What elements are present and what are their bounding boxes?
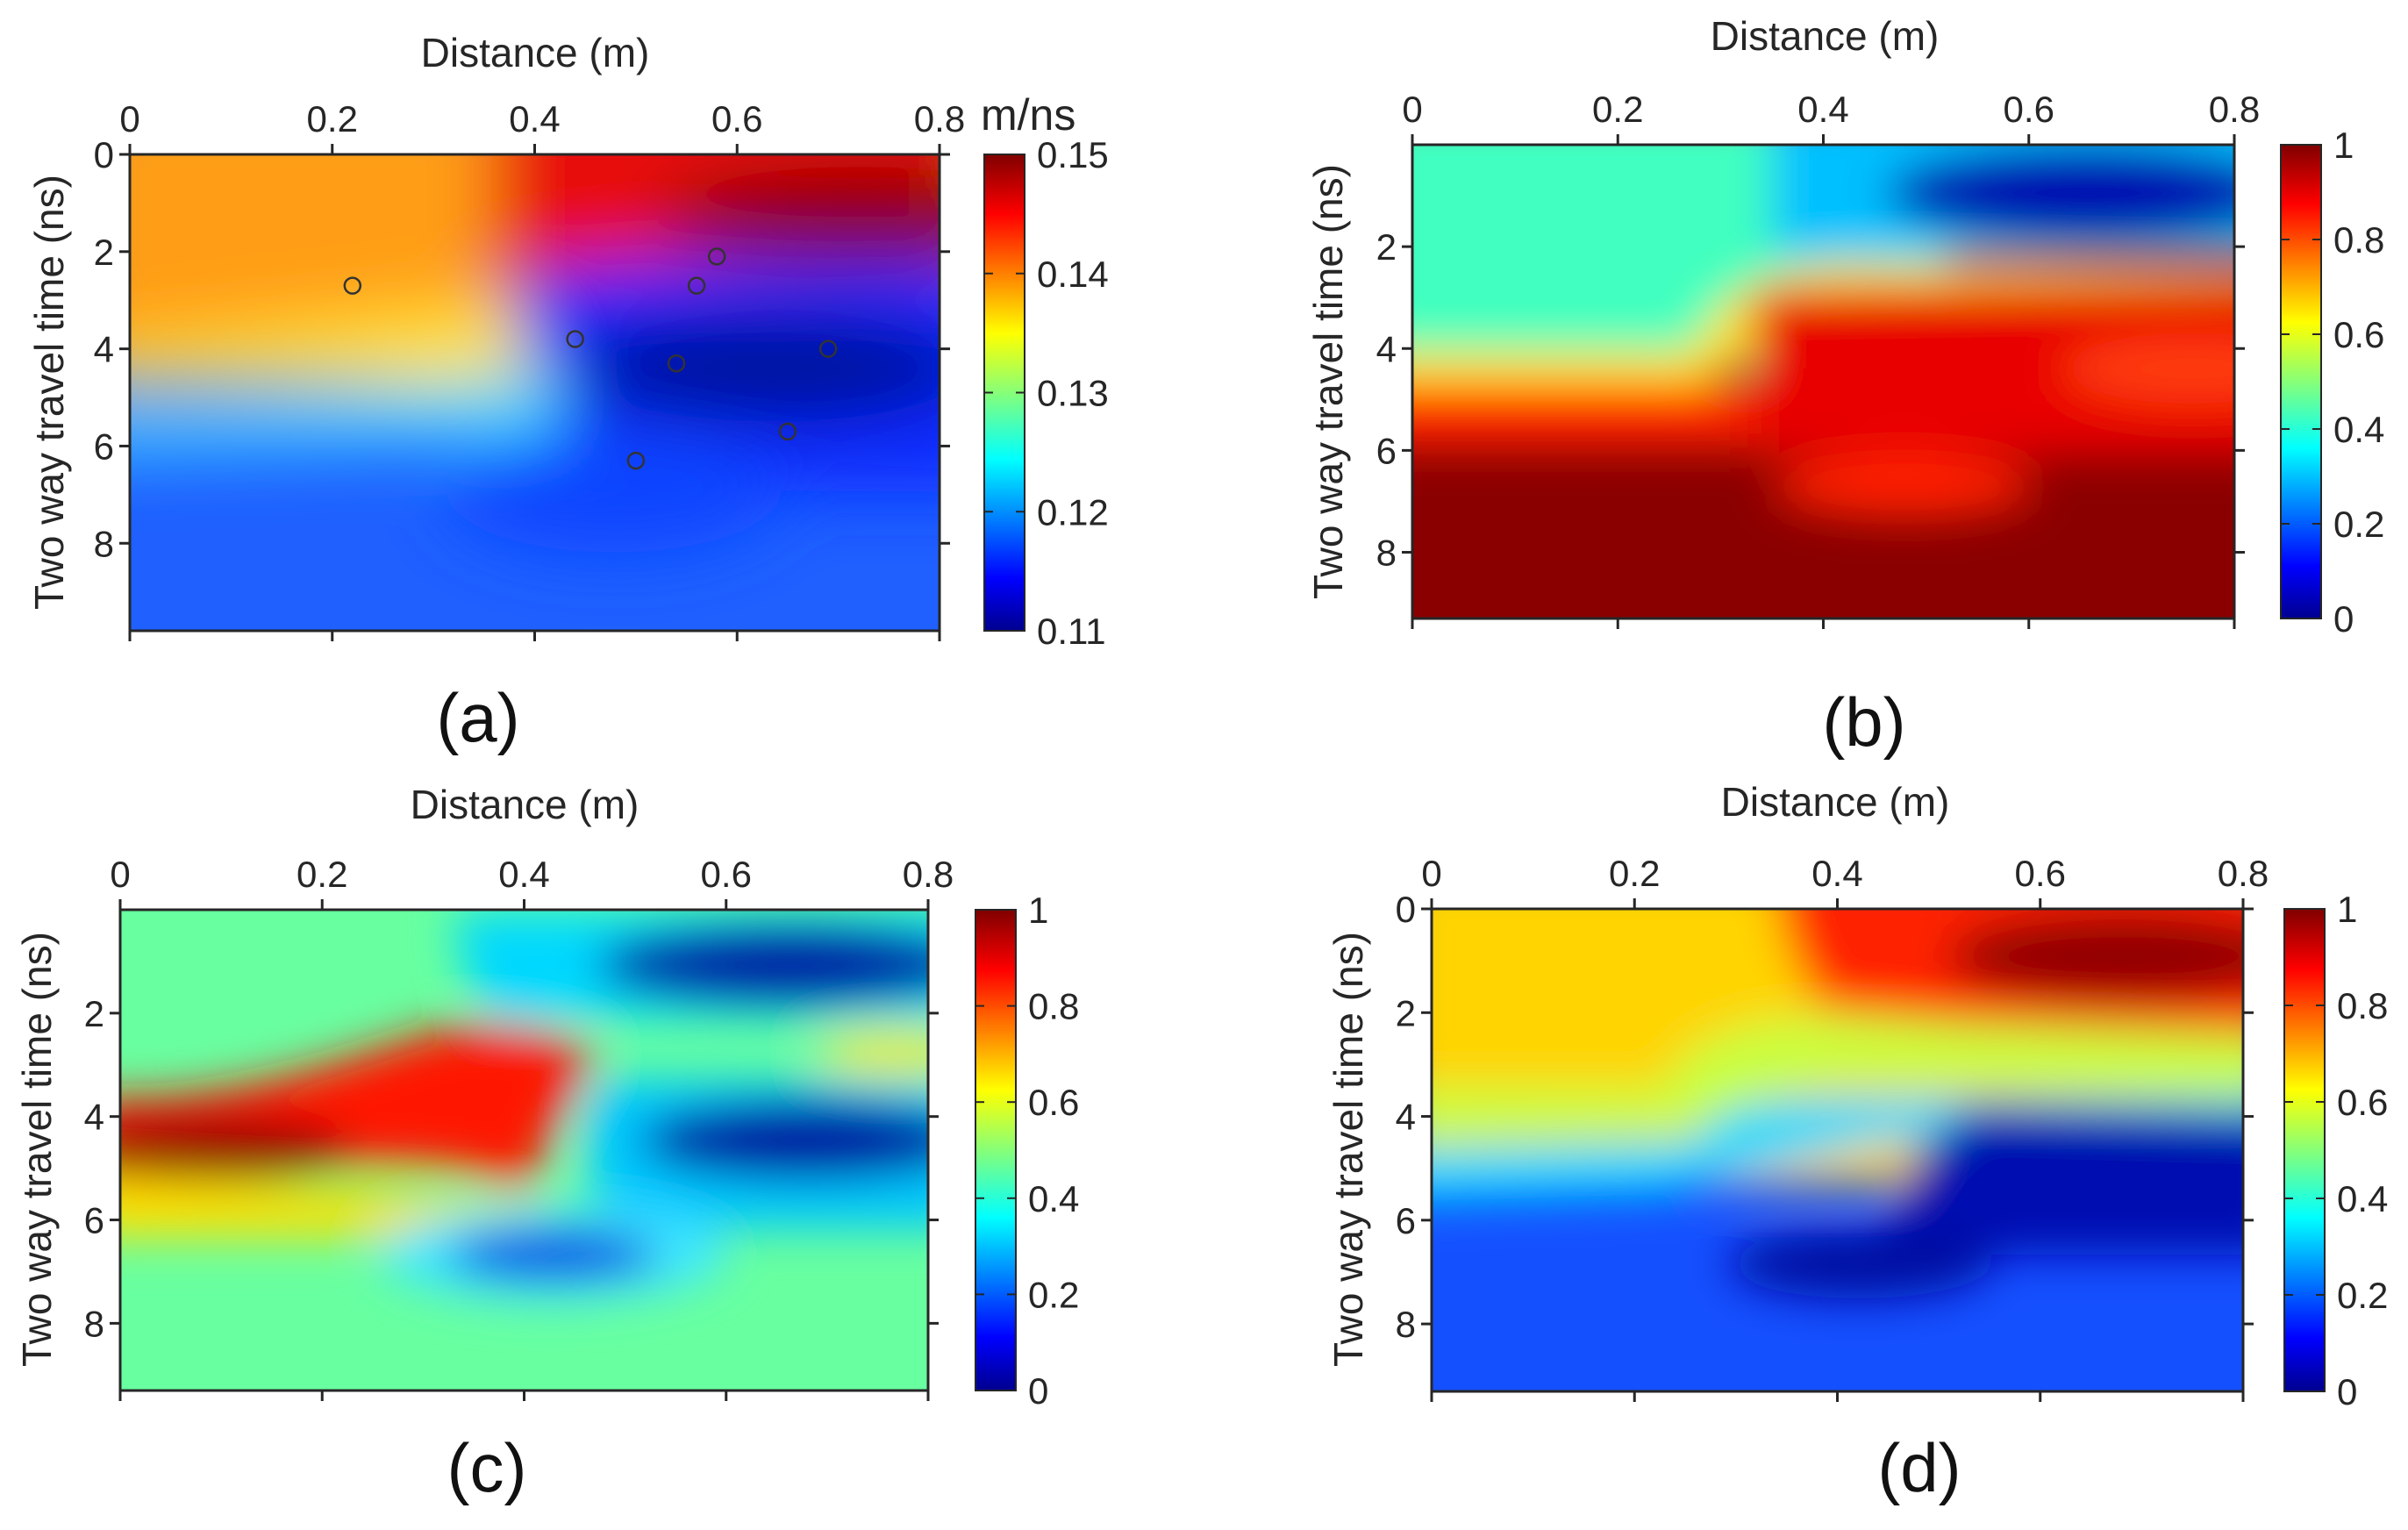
- panel-c-colorbar-label: 0.8: [1028, 986, 1079, 1027]
- panel-a-x-title: Distance (m): [421, 30, 650, 75]
- panel-b-colorbar-label: 0.8: [2333, 219, 2384, 261]
- panel-d-heatmap: [1432, 909, 2243, 1391]
- panel-b-y-tick-label: 4: [1376, 328, 1397, 369]
- panel-a-y-tick-label: 8: [94, 523, 114, 564]
- panel-d: 0 0.2 0.4 0.6 0.8 0 2 4 6 8 0 0.2 0.4 0.6 0.8 1 Distan…: [1325, 779, 2388, 1506]
- panel-b-colorbar-label: 1: [2333, 125, 2354, 166]
- panel-b: 0 0.2 0.4 0.6 0.8 2 4 6 8 0 0.2 0.4 0.6 0.8 1 Distanc…: [1305, 13, 2384, 761]
- panel-c-colorbar-label: 0.2: [1028, 1274, 1079, 1315]
- panel-a-y-tick-label: 2: [94, 232, 114, 273]
- panel-b-heatmap: [1412, 145, 2234, 618]
- panel-c-x-tick-label: 0.4: [498, 854, 549, 895]
- panel-b-x-tick-label: 0.8: [2209, 89, 2260, 130]
- panel-d-x-tick-label: 0.8: [2218, 853, 2269, 894]
- panel-a-marker: [566, 330, 584, 348]
- panel-a-colorbar-label: 0.15: [1037, 134, 1109, 175]
- panel-d-x-title: Distance (m): [1721, 779, 1950, 825]
- panel-c-y-tick-label: 2: [84, 993, 104, 1034]
- panel-c-colorbar: [975, 909, 1017, 1391]
- panel-d-y-tick-label: 8: [1396, 1304, 1416, 1345]
- panel-a-x-tick-label: 0: [119, 98, 139, 139]
- panel-d-x-tick-label: 0.2: [1609, 853, 1660, 894]
- panel-a-colorbar-label: 0.11: [1037, 611, 1106, 652]
- panel-b-y-title: Two way travel time (ns): [1305, 164, 1351, 599]
- panel-d-y-tick-label: 2: [1396, 992, 1416, 1033]
- panel-a-y-tick-label: 6: [94, 425, 114, 467]
- panel-b-y-tick-label: 8: [1376, 533, 1397, 574]
- panel-a-marker: [667, 354, 686, 373]
- panel-a-y-title: Two way travel time (ns): [26, 175, 72, 610]
- panel-c-colorbar-label: 1: [1028, 890, 1048, 931]
- panel-a-marker: [343, 276, 362, 295]
- panel-b-y-tick-label: 2: [1376, 226, 1397, 268]
- panel-c-caption: (c): [447, 1429, 527, 1506]
- panel-c-x-tick-label: 0.2: [297, 854, 347, 895]
- panel-a-x-tick-label: 0.4: [509, 98, 560, 139]
- panel-a-colorbar-label: 0.13: [1037, 373, 1109, 414]
- panel-d-x-tick-label: 0.4: [1811, 853, 1862, 894]
- panel-a-y-tick-label: 0: [94, 134, 114, 175]
- panel-a-colorbar-unit: m/ns: [981, 90, 1075, 139]
- panel-a-caption: (a): [436, 679, 519, 756]
- panel-a-marker: [818, 340, 838, 358]
- panel-a-marker: [707, 247, 726, 266]
- panel-b-x-tick-label: 0: [1402, 89, 1422, 130]
- panel-b-colorbar-label: 0.2: [2333, 504, 2384, 545]
- panel-d-caption: (d): [1877, 1429, 1961, 1506]
- panel-c-y-title: Two way travel time (ns): [14, 932, 60, 1367]
- panel-a-x-tick-label: 0.2: [307, 98, 358, 139]
- panel-c-colorbar-label: 0: [1028, 1370, 1048, 1412]
- panel-b-y-tick-label: 6: [1376, 430, 1397, 471]
- panel-c-y-tick-label: 4: [84, 1097, 104, 1138]
- panel-c-y-tick-label: 6: [84, 1200, 104, 1241]
- panel-a-heatmap: [130, 154, 940, 631]
- panel-d-y-tick-label: 4: [1396, 1097, 1416, 1138]
- panel-c-x-title: Distance (m): [411, 782, 640, 827]
- panel-d-x-tick-label: 0: [1421, 853, 1441, 894]
- panel-d-colorbar-label: 0.2: [2337, 1275, 2388, 1316]
- panel-d-y-tick-label: 6: [1396, 1200, 1416, 1241]
- panel-c-colorbar-label: 0.6: [1028, 1082, 1079, 1123]
- panel-a-colorbar-label: 0.14: [1037, 254, 1109, 295]
- panel-d-colorbar-label: 0.6: [2337, 1082, 2388, 1123]
- panel-c-x-tick-label: 0.8: [903, 854, 954, 895]
- panel-d-colorbar-label: 0: [2337, 1371, 2357, 1412]
- panel-a-x-tick-label: 0.6: [711, 98, 762, 139]
- panel-c-heatmap: [120, 910, 928, 1391]
- panel-d-colorbar: [2283, 908, 2326, 1392]
- panel-a-marker: [626, 451, 646, 470]
- panel-a-markers: [343, 247, 838, 470]
- panel-d-colorbar-label: 1: [2337, 889, 2357, 930]
- panel-c-y-tick-label: 8: [84, 1303, 104, 1344]
- panel-b-x-title: Distance (m): [1711, 13, 1940, 59]
- panel-b-x-tick-label: 0.2: [1592, 89, 1643, 130]
- panel-d-colorbar-label: 0.4: [2337, 1178, 2388, 1219]
- panel-b-colorbar-label: 0: [2333, 598, 2354, 640]
- panel-c-x-tick-label: 0.6: [701, 854, 752, 895]
- panel-b-x-tick-label: 0.4: [1797, 89, 1848, 130]
- panel-a-marker: [778, 422, 797, 441]
- panel-a-y-tick-label: 4: [94, 329, 114, 370]
- panel-b-colorbar: [2280, 144, 2322, 619]
- panel-b-colorbar-label: 0.6: [2333, 314, 2384, 355]
- panel-d-colorbar-label: 0.8: [2337, 985, 2388, 1026]
- panel-d-x-tick-label: 0.6: [2015, 853, 2066, 894]
- panel-a-colorbar-label: 0.12: [1037, 491, 1109, 533]
- panel-c-x-tick-label: 0: [110, 854, 130, 895]
- panel-d-y-title: Two way travel time (ns): [1325, 932, 1371, 1367]
- panel-c: 0 0.2 0.4 0.6 0.8 2 4 6 8 0 0.2 0.4 0.6 0.8 1 Distanc…: [14, 782, 1079, 1506]
- panel-b-x-tick-label: 0.6: [2004, 89, 2054, 130]
- panel-a-marker: [687, 276, 706, 295]
- panel-b-caption: (b): [1822, 683, 1905, 761]
- panel-d-y-tick-label: 0: [1396, 889, 1416, 930]
- panel-a-x-tick-label: 0.8: [914, 98, 965, 139]
- panel-c-colorbar-label: 0.4: [1028, 1178, 1079, 1219]
- panel-b-colorbar-label: 0.4: [2333, 409, 2384, 450]
